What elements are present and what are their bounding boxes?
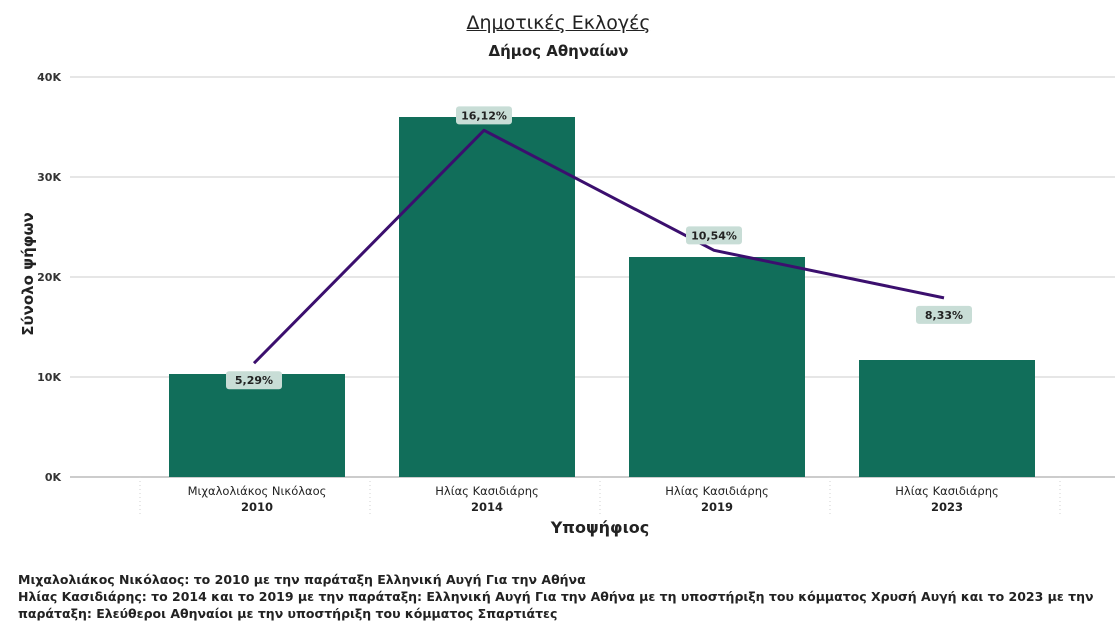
data-label: 10,54% [691, 229, 737, 242]
x-tick-year: 2019 [701, 500, 733, 514]
x-tick-label: Ηλίας Κασιδιάρης [665, 484, 768, 498]
y-tick-label: 20K [37, 271, 61, 284]
x-tick-label: Ηλίας Κασιδιάρης [435, 484, 538, 498]
data-label: 8,33% [925, 309, 963, 322]
x-tick-label: Ηλίας Κασιδιάρης [895, 484, 998, 498]
data-label-bg [686, 226, 742, 245]
y-tick-label: 40K [37, 71, 61, 84]
bar [169, 374, 345, 477]
bar [629, 257, 805, 477]
x-axis-label: Υποψήφιος [550, 518, 650, 537]
chart-subtitle: Δήμος Αθηναίων [488, 42, 629, 60]
percentage-line [252, 128, 945, 365]
x-tick-year: 2023 [931, 500, 963, 514]
chart-plot: 0K 10K 20K 30K 40K Μιχαλολιάκος Νικόλαος 2010 Η… [37, 71, 1115, 517]
footnote-2: Ηλίας Κασιδιάρης: το 2014 και το 2019 με… [18, 589, 1094, 621]
data-label-bg [456, 106, 512, 125]
y-tick-label: 30K [37, 171, 61, 184]
footnotes: Μιχαλολιάκος Νικόλαος: το 2010 με την πα… [18, 571, 1108, 622]
x-tick-year: 2014 [471, 500, 503, 514]
x-tick-label: Μιχαλολιάκος Νικόλαος [188, 484, 327, 498]
bar [859, 360, 1035, 477]
x-tick-year: 2010 [241, 500, 273, 514]
footnote-1: Μιχαλολιάκος Νικόλαος: το 2010 με την πα… [18, 572, 586, 587]
bar [399, 117, 575, 477]
chart-title: Δημοτικές Εκλογές [466, 12, 651, 34]
y-tick-label: 10K [37, 371, 61, 384]
y-tick-label: 0K [45, 471, 62, 484]
data-label-bg [916, 305, 972, 324]
data-label-bg [226, 371, 282, 390]
data-label: 16,12% [461, 109, 507, 122]
data-label: 5,29% [235, 374, 273, 387]
